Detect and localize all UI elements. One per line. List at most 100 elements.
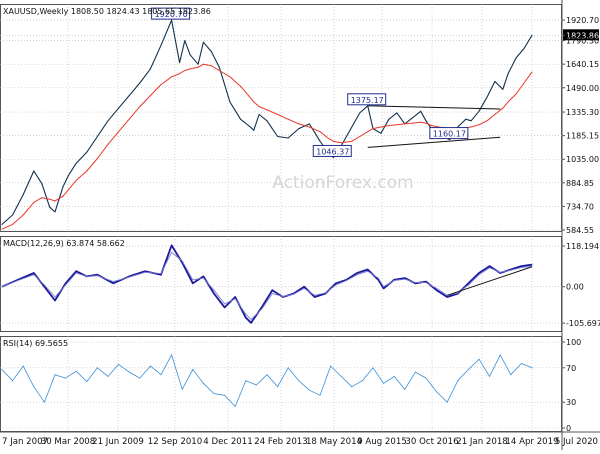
price-data-point [332,157,334,158]
price-data-point [319,131,321,133]
macd-data-point [531,264,533,266]
macd-data-point [356,274,358,276]
rsi-data-point [96,367,98,369]
macd-data-point [234,298,236,300]
price-data-point [139,106,141,108]
price-data-point [494,81,496,82]
price-data-point [160,44,162,46]
macd-data-point [75,270,77,272]
rsi-data-point [65,377,67,379]
price-data-point [171,19,173,21]
price-data-point [240,118,241,120]
current-price-label: 1823.86 [566,31,599,40]
macd-data-point [33,274,35,276]
price-data-point [340,142,342,144]
rsi-data-point [86,381,88,383]
rsi-data-point [404,388,406,390]
x-tick-label: 4 Dec 2011 [203,437,252,447]
macd-data-point [43,284,45,286]
macd-data-point [250,318,252,320]
price-data-point [197,66,199,68]
price-data-point [287,137,289,139]
macd-data-point [489,265,491,267]
price-data-point [248,95,249,97]
x-tick-label: 7 Jan 2007 [2,437,48,447]
macd-data-point [446,296,448,298]
macd-data-point [224,303,226,305]
macd-data-point [314,296,316,298]
price-data-point [298,123,300,125]
macd-data-point [65,284,67,286]
macd-data-point [404,277,406,279]
price-data-point [107,143,109,145]
macd-data-point [261,308,263,310]
rsi-data-point [43,401,45,403]
price-data-point [49,206,51,208]
macd-data-point [383,287,385,289]
macd-data-point [367,269,369,270]
macd-data-point [510,269,512,271]
price-data-point [515,93,517,95]
rsi-data-point [277,386,279,388]
macd-data-point [425,282,427,284]
rsi-data-point [33,386,35,388]
price-data-point [202,63,204,65]
rsi-data-point [361,380,363,382]
macd-data-point [202,277,204,279]
annotation-label: 1046.37 [316,147,349,156]
rsi-data-point [308,389,310,391]
rsi-data-point [383,382,385,384]
macd-data-point [404,278,406,280]
price-data-point [388,125,390,126]
y-tick-label: 1335.30 [566,108,599,117]
rsi-data-point [414,371,416,373]
annotation-label: 1920.70 [155,10,188,19]
y-tick-label: 584.55 [566,226,594,235]
annotation-label: 1160.17 [433,130,466,139]
price-data-point [54,211,56,213]
x-tick-label: 14 Apr 2019 [505,437,558,447]
annotation-box [151,7,191,20]
rsi-data-point [118,363,120,365]
y-tick-label: 1640.15 [566,60,599,69]
annotation-box [312,144,352,157]
annotation-box [347,93,387,106]
macd-data-point [335,282,337,284]
rsi-data-point [372,367,374,369]
current-price-box [563,29,599,41]
price-data-point [298,128,300,130]
rsi-data-point [54,374,56,376]
macd-data-point [96,274,98,276]
y-tick-label: 1035.00 [566,155,599,164]
price-data-point [41,183,43,185]
rsi-data-point [340,375,342,377]
rsi-data-point [319,394,321,396]
macd-data-point [303,286,305,288]
macd-data-point [202,275,204,277]
rsi-data-point [234,406,236,407]
rsi-data-point [75,370,77,372]
price-data-point [118,131,120,133]
watermark-text: ActionForex.com [272,173,413,193]
rsi-data-point [478,358,480,360]
price-data-point [128,118,130,120]
price-data-point [12,214,14,216]
macd-data-point [181,262,183,264]
macd-data-point [414,282,416,284]
macd-data-point [467,282,469,284]
price-data-point [287,118,289,120]
y-tick-label: 30 [566,398,576,407]
price-data-point [67,175,69,177]
price-data-point [54,200,56,202]
y-tick-label: 0.00 [566,283,584,292]
macd-data-point [271,289,273,291]
macd-data-point [43,286,45,288]
trendline [367,105,501,110]
rsi-data-point [224,394,226,396]
rsi-data-point [160,374,162,376]
price-data-point [425,120,427,122]
rsi-data-point [255,384,257,386]
price-data-point [404,123,406,125]
y-tick-label: 0 [566,424,571,433]
